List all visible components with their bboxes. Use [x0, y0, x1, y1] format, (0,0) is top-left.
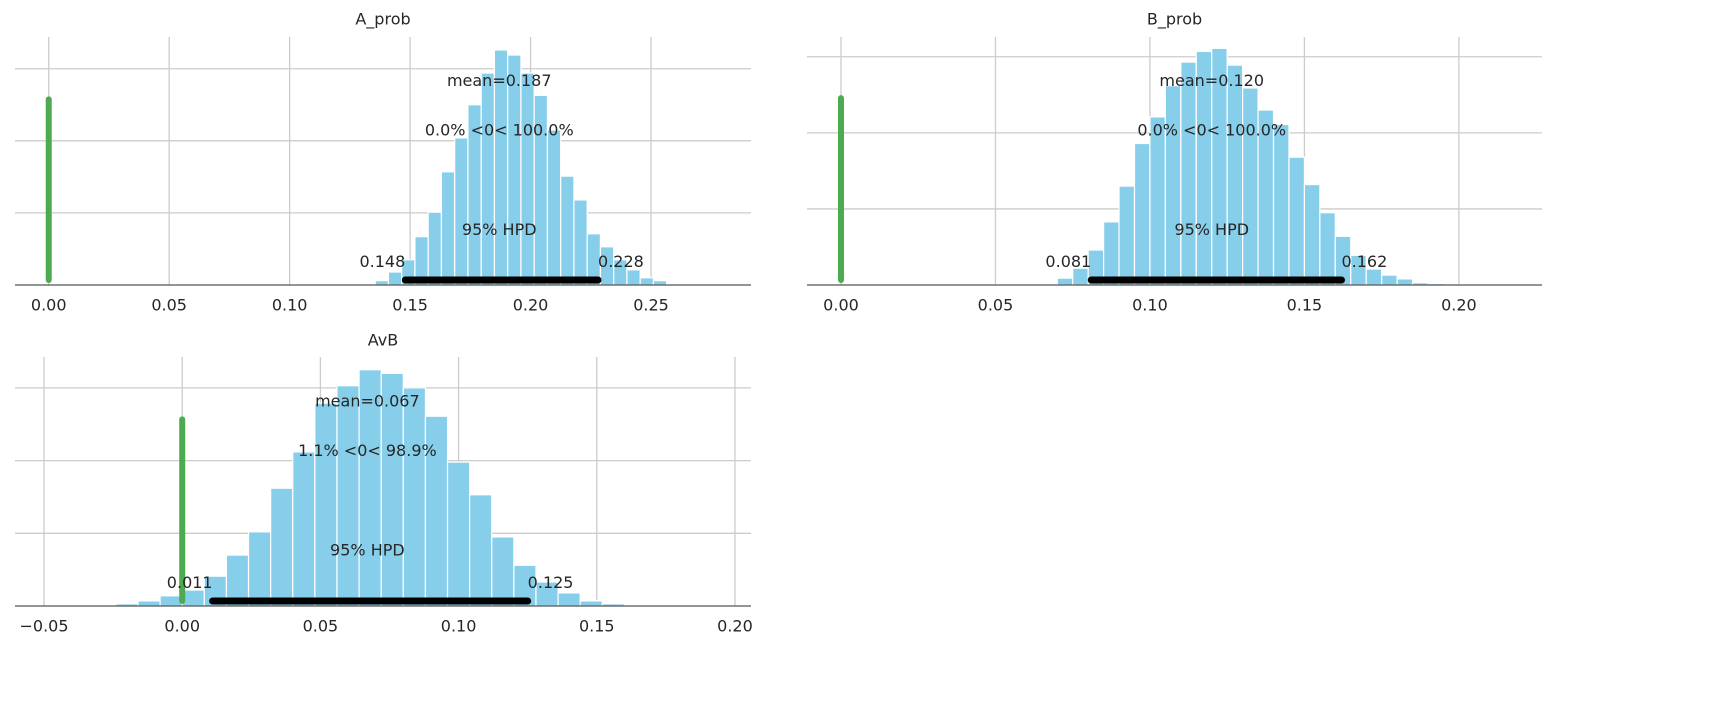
x-tick-label: 0.20	[513, 296, 549, 315]
bar	[270, 487, 294, 607]
x-tick-label: 0.05	[303, 617, 339, 636]
bar	[454, 137, 469, 286]
mean-label: mean=0.067	[315, 391, 420, 410]
x-tick-label: 0.00	[31, 296, 67, 315]
x-tick-label: 0.05	[151, 296, 187, 315]
bar	[1288, 156, 1306, 286]
bar	[1303, 183, 1321, 286]
x-tick-label: 0.15	[392, 296, 428, 315]
bar	[1272, 123, 1290, 286]
x-tick-label: 0.00	[823, 296, 859, 315]
hpd-label: 95% HPD	[462, 220, 537, 239]
hpd-high-label: 0.125	[528, 573, 574, 592]
bar	[1242, 87, 1259, 286]
x-tick-label: 0.20	[717, 617, 753, 636]
bar	[1133, 142, 1151, 286]
bar	[1118, 185, 1136, 286]
bar	[446, 461, 471, 607]
hpd-label: 95% HPD	[330, 541, 405, 560]
mean-label: mean=0.120	[1159, 71, 1264, 90]
bar	[314, 402, 338, 607]
x-tick-label: 0.20	[1441, 296, 1477, 315]
x-tick-label: −0.05	[20, 617, 69, 636]
chart-title: AvB	[368, 331, 398, 350]
bar	[181, 589, 205, 607]
bar	[440, 171, 456, 286]
bar	[626, 269, 641, 286]
bar	[247, 531, 272, 607]
ref-label: 0.0% <0< 100.0%	[425, 121, 574, 140]
hpd-low-label: 0.011	[167, 573, 213, 592]
bar	[560, 175, 575, 286]
x-tick-label: 0.25	[633, 296, 669, 315]
bar	[402, 387, 427, 607]
x-tick-label: 0.10	[272, 296, 308, 315]
bar	[1102, 221, 1120, 286]
x-tick-label: 0.10	[1132, 296, 1168, 315]
x-tick-label: 0.00	[164, 617, 200, 636]
bar	[1365, 268, 1383, 286]
bar	[1396, 278, 1414, 286]
bar	[639, 277, 655, 286]
x-tick-label: 0.05	[978, 296, 1014, 315]
x-tick-label: 0.10	[441, 617, 477, 636]
bar	[557, 592, 581, 607]
bar	[292, 451, 316, 607]
hpd-high-label: 0.228	[598, 252, 644, 271]
bar	[491, 536, 515, 607]
bar	[1319, 212, 1336, 286]
hpd-label: 95% HPD	[1174, 220, 1249, 239]
bar	[387, 271, 403, 286]
ref-label: 0.0% <0< 100.0%	[1137, 121, 1286, 140]
bar	[1056, 277, 1074, 286]
bar	[520, 72, 535, 286]
bar	[1164, 85, 1182, 286]
bar	[1381, 274, 1398, 286]
x-tick-label: 0.15	[1287, 296, 1323, 315]
hpd-low-label: 0.081	[1045, 252, 1091, 271]
bar	[1180, 61, 1197, 286]
chart-title: B_prob	[1147, 10, 1202, 30]
mean-label: mean=0.187	[447, 71, 552, 90]
bar	[573, 199, 588, 286]
bar	[469, 494, 493, 607]
bar	[137, 600, 161, 607]
bar	[427, 211, 443, 286]
bar	[336, 385, 360, 607]
bar	[546, 129, 562, 286]
bar	[1226, 64, 1244, 286]
x-tick-label: 0.15	[579, 617, 615, 636]
bar	[480, 72, 496, 286]
bar	[1149, 116, 1166, 286]
hpd-high-label: 0.162	[1341, 252, 1387, 271]
ref-label: 1.1% <0< 98.9%	[298, 441, 437, 460]
hpd-low-label: 0.148	[359, 252, 405, 271]
chart-title: A_prob	[355, 10, 410, 30]
bar	[159, 595, 183, 607]
bar	[579, 600, 603, 607]
